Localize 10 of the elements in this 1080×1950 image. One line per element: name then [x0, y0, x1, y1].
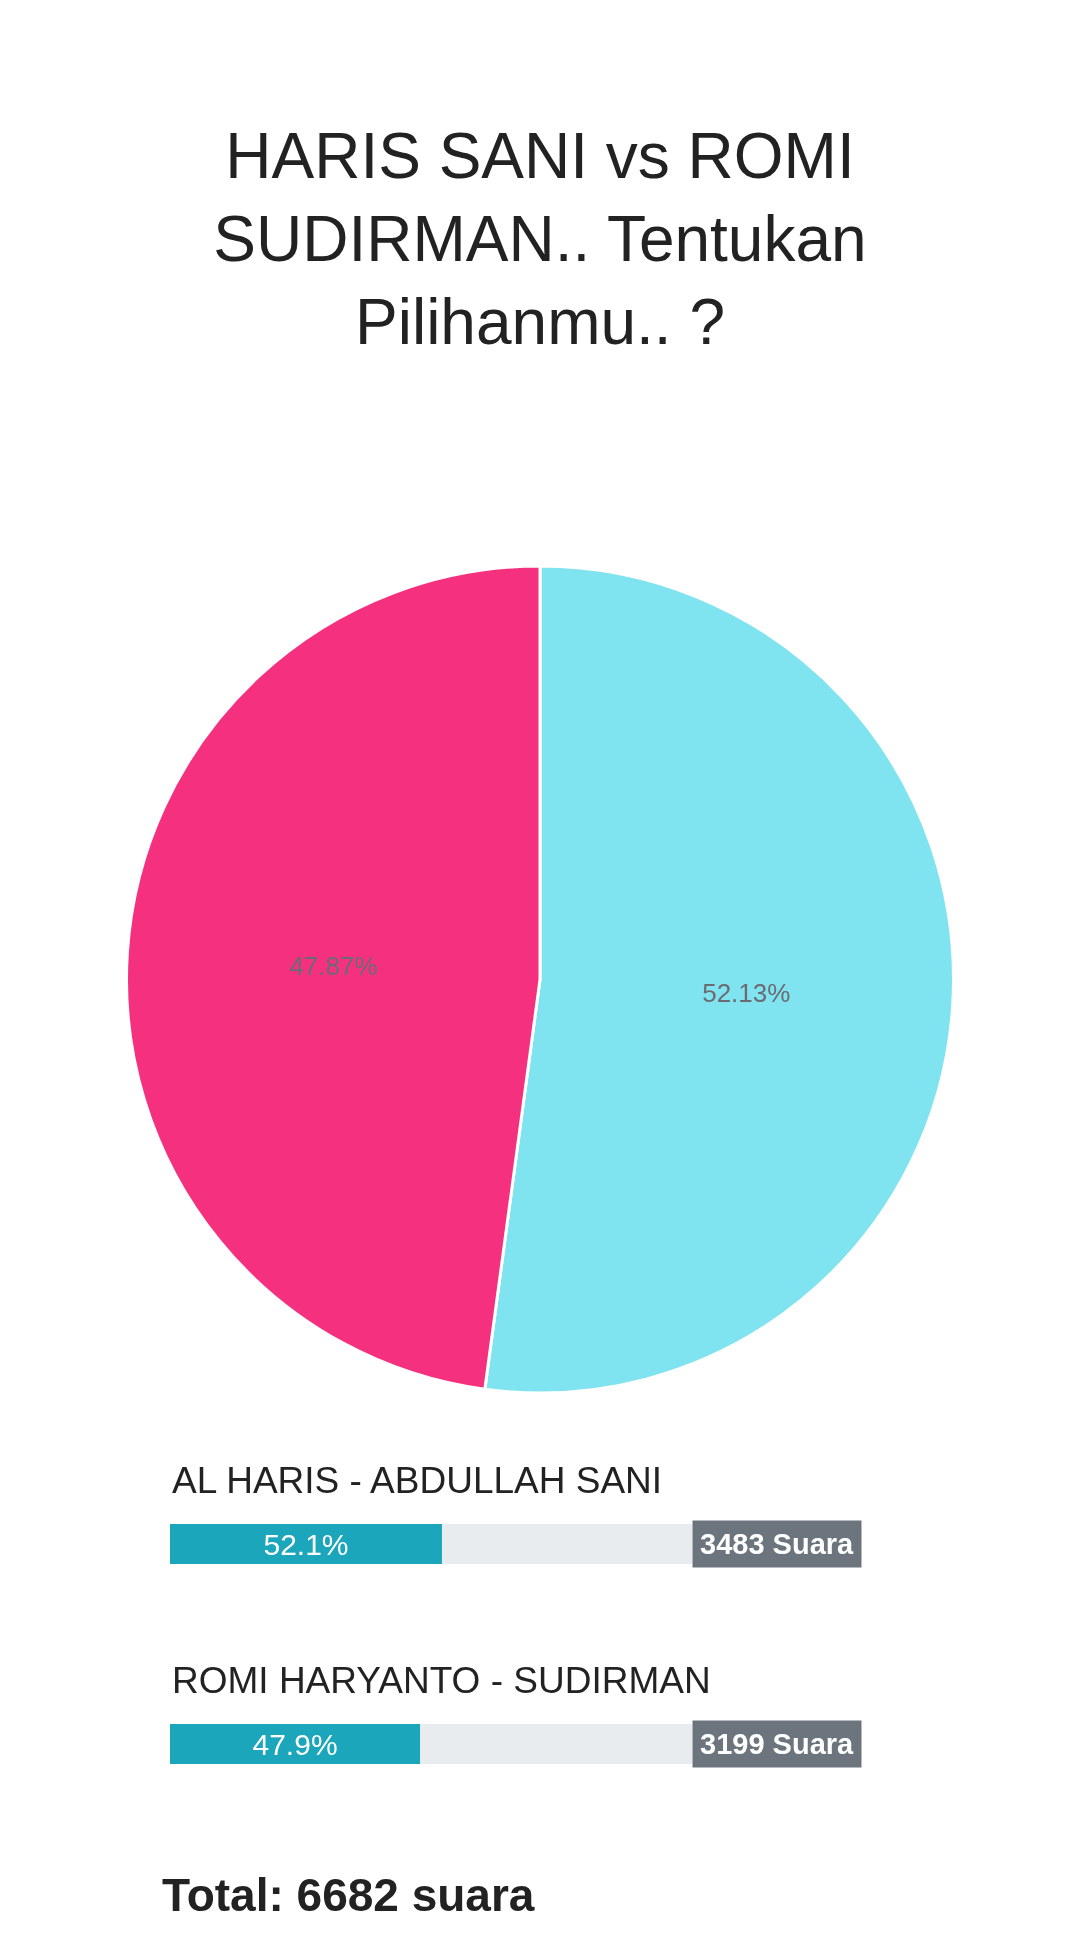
data-label: 52.13%	[702, 978, 791, 1009]
text: 3199 Suara	[700, 1728, 855, 1760]
data-label: 52.1%	[263, 1527, 349, 1561]
y-tick-label: ROMI HARYANTO - SUDIRMAN	[172, 1660, 711, 1701]
data-label: 47.9%	[252, 1727, 338, 1761]
data-label: 47.87%	[289, 950, 378, 981]
chart-title: HARIS SANI vs ROMI SUDIRMAN.. Tentukan Pilihanmu.. ?	[213, 120, 867, 359]
y-tick-label: AL HARIS - ABDULLAH SANI	[172, 1460, 663, 1501]
text: 3483 Suara	[700, 1528, 855, 1560]
text: Total: 6682 suara	[162, 1869, 535, 1921]
